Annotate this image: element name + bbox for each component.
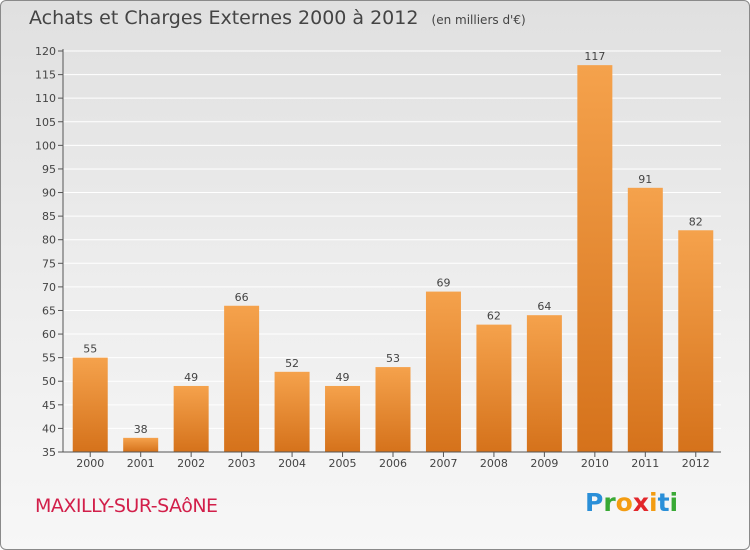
- y-tick-label: 110: [35, 92, 56, 105]
- logo-letter: P: [585, 488, 604, 517]
- chart-title: Achats et Charges Externes 2000 à 2012: [29, 7, 419, 29]
- data-label: 64: [537, 300, 551, 313]
- bar: [72, 357, 108, 452]
- x-tick-label: 2003: [228, 457, 256, 470]
- x-tick-label: 2008: [480, 457, 508, 470]
- x-tick-label: 2004: [278, 457, 306, 470]
- y-tick-label: 45: [42, 399, 56, 412]
- data-label: 69: [436, 277, 450, 290]
- y-tick-label: 40: [42, 422, 56, 435]
- x-tick-label: 2009: [530, 457, 558, 470]
- x-tick-label: 2006: [379, 457, 407, 470]
- logo-letter: t: [657, 488, 670, 517]
- bar: [375, 367, 411, 452]
- y-tick-label: 35: [42, 446, 56, 459]
- y-tick-label: 65: [42, 304, 56, 317]
- data-label: 117: [584, 50, 605, 63]
- y-tick-label: 100: [35, 139, 56, 152]
- data-label: 49: [184, 371, 198, 384]
- y-tick-label: 80: [42, 234, 56, 247]
- data-label: 38: [134, 423, 148, 436]
- y-tick-label: 75: [42, 257, 56, 270]
- logo-letter: i: [669, 488, 679, 517]
- data-label: 52: [285, 357, 299, 370]
- logo-letter: o: [615, 488, 633, 517]
- data-label: 53: [386, 352, 400, 365]
- x-tick-label: 2001: [127, 457, 155, 470]
- bar: [325, 385, 361, 452]
- y-tick-label: 115: [35, 69, 56, 82]
- data-label: 66: [235, 291, 249, 304]
- chart-title-block: Achats et Charges Externes 2000 à 2012 (…: [29, 7, 526, 29]
- data-label: 55: [83, 343, 97, 356]
- y-tick-label: 50: [42, 375, 56, 388]
- logo-letter: x: [632, 488, 649, 517]
- x-tick-label: 2011: [631, 457, 659, 470]
- bar: [274, 371, 310, 452]
- y-tick-label: 105: [35, 116, 56, 129]
- chart-subtitle: (en milliers d'€): [431, 13, 526, 27]
- y-tick-label: 95: [42, 163, 56, 176]
- proxiti-logo: Proxiti: [585, 488, 678, 517]
- bar: [526, 315, 562, 452]
- logo-letter: i: [649, 488, 658, 517]
- y-tick-label: 60: [42, 328, 56, 341]
- data-label: 49: [336, 371, 350, 384]
- y-tick-label: 85: [42, 210, 56, 223]
- bar: [123, 437, 159, 452]
- place-name: MAXILLY-SUR-SAôNE: [35, 495, 218, 517]
- bar: [678, 230, 714, 452]
- data-label: 62: [487, 310, 501, 323]
- x-tick-label: 2002: [177, 457, 205, 470]
- bar: [577, 65, 613, 452]
- data-label: 91: [638, 173, 652, 186]
- bar: [476, 324, 512, 452]
- data-label: 82: [689, 215, 703, 228]
- y-tick-label: 120: [35, 45, 56, 58]
- y-tick-label: 90: [42, 187, 56, 200]
- y-tick-label: 70: [42, 281, 56, 294]
- x-tick-label: 2012: [682, 457, 710, 470]
- bar: [627, 187, 663, 452]
- logo-letter: r: [603, 488, 616, 517]
- y-tick-label: 55: [42, 352, 56, 365]
- bar: [173, 385, 209, 452]
- bar: [425, 291, 461, 452]
- x-tick-label: 2005: [329, 457, 357, 470]
- x-tick-label: 2000: [76, 457, 104, 470]
- bar: [224, 305, 260, 452]
- x-tick-label: 2010: [581, 457, 609, 470]
- x-tick-label: 2007: [429, 457, 457, 470]
